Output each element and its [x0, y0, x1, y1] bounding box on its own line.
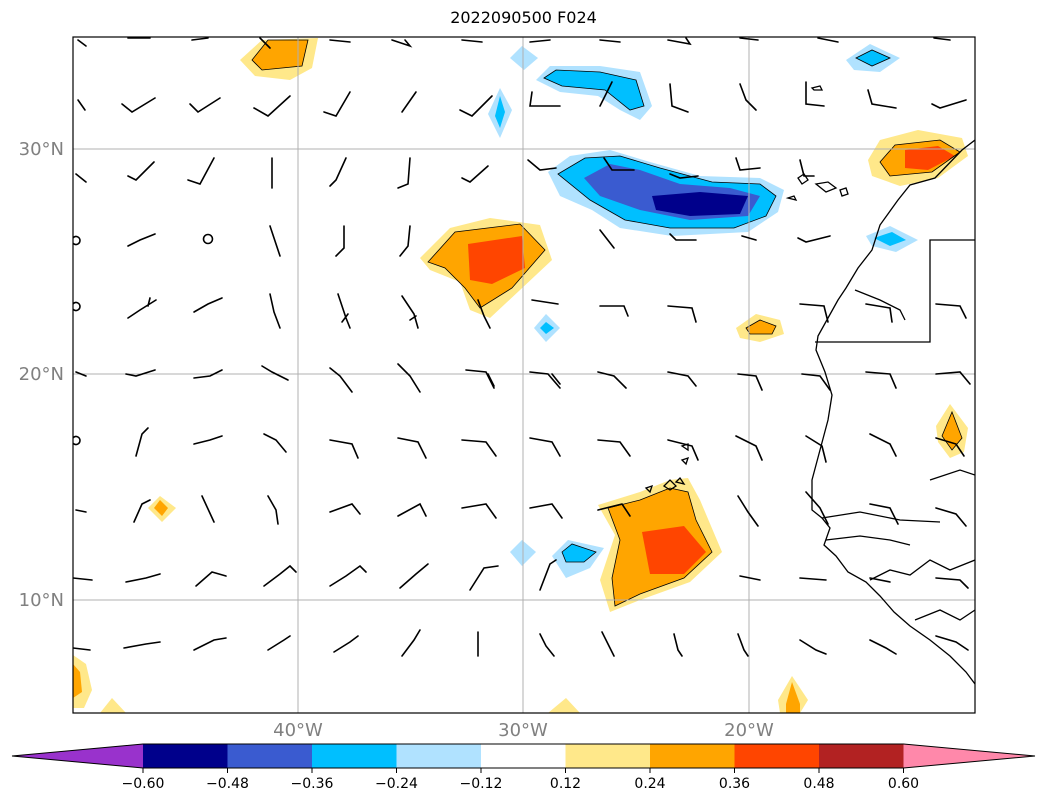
colorbar-segment — [650, 744, 735, 768]
colorbar-extend-max — [903, 744, 1035, 768]
longitude-labels: 40°W 30°W 20°W — [273, 720, 774, 741]
latitude-labels: 30°N 20°N 10°N — [19, 139, 64, 611]
colorbar-tick-label: 0.36 — [719, 776, 750, 792]
lat-label-30n: 30°N — [19, 139, 64, 160]
colorbar-tick-label: 0.48 — [803, 776, 834, 792]
map-plot-area — [73, 37, 975, 713]
colorbar-segment — [481, 744, 566, 768]
colorbar-segment — [227, 744, 313, 768]
border-d — [825, 535, 911, 546]
island-4 — [785, 195, 798, 201]
coastline — [644, 85, 975, 685]
colorbar-tick-label: −0.60 — [122, 776, 165, 792]
map-frame — [72, 36, 976, 714]
lat-label-20n: 20°N — [19, 364, 64, 385]
island-5 — [810, 85, 824, 91]
colorbar-segment — [312, 744, 397, 768]
lon-label-30w: 30°W — [498, 720, 548, 741]
lon-label-40w: 40°W — [273, 720, 323, 741]
border-b — [854, 289, 906, 321]
africa-coastline — [811, 139, 975, 685]
graticule — [73, 37, 975, 713]
colorbar-tick-label: 0.60 — [888, 776, 919, 792]
anomaly-contours — [73, 38, 968, 713]
island-10 — [674, 476, 686, 486]
colorbar-segment — [143, 744, 228, 768]
island-6 — [662, 479, 678, 491]
colorbar-tick-label: −0.48 — [206, 776, 249, 792]
colorbar-tick-label: −0.24 — [375, 776, 418, 792]
border-g — [914, 609, 975, 621]
border-a — [815, 239, 975, 343]
island-2 — [814, 181, 838, 193]
lat-label-10n: 10°N — [19, 590, 64, 611]
border-c — [821, 511, 941, 523]
colorbar-segment — [819, 744, 904, 768]
island-3 — [839, 187, 849, 197]
colorbar-segment — [565, 744, 651, 768]
colorbar-tick-label: 0.12 — [550, 776, 581, 792]
colorbar-segment — [734, 744, 820, 768]
island-1 — [797, 173, 809, 185]
map-title: 2022090500 F024 — [450, 8, 597, 27]
border-f — [929, 469, 975, 481]
border-e — [869, 559, 975, 581]
colorbar-tick-label: −0.12 — [460, 776, 503, 792]
island-9 — [680, 456, 690, 466]
colorbar-extend-min — [12, 744, 143, 768]
colorbar-segment — [396, 744, 482, 768]
island-7 — [644, 484, 654, 494]
colorbar-tick-label: 0.24 — [634, 776, 665, 792]
colorbar: −0.60 −0.48 −0.36 −0.24 −0.12 0.12 0.24 0.36 0.4… — [11, 743, 1036, 792]
lon-label-20w: 20°W — [724, 720, 774, 741]
colorbar-tick-label: −0.36 — [291, 776, 334, 792]
